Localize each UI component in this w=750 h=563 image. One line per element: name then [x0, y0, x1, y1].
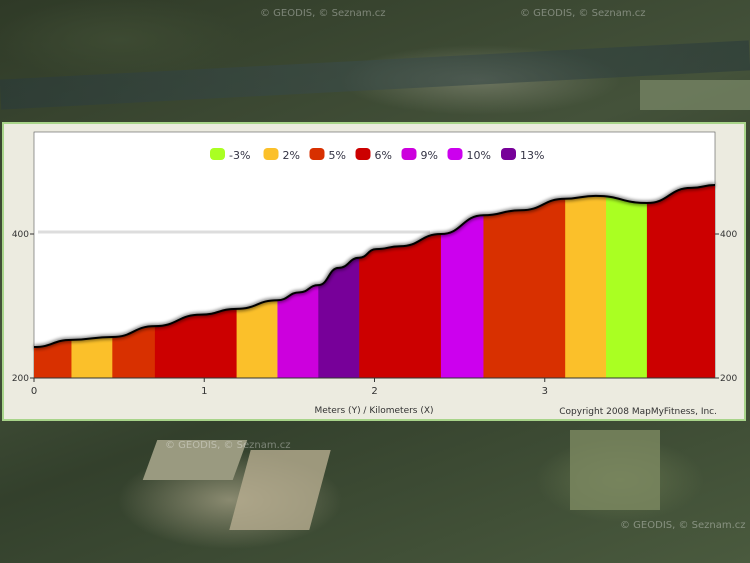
- legend-label: 9%: [421, 149, 438, 162]
- legend-label: 6%: [375, 149, 392, 162]
- legend-label: 2%: [283, 149, 300, 162]
- map-field: [570, 430, 660, 510]
- y-tick-label-right: 200: [720, 374, 737, 384]
- x-tick-label: 0: [31, 386, 37, 397]
- legend-swatch: [355, 148, 371, 160]
- y-tick-label: 400: [12, 230, 29, 240]
- map-watermark: © GEODIS, © Seznam.cz: [260, 8, 386, 19]
- legend-label: 13%: [520, 149, 544, 162]
- legend-swatch: [447, 148, 463, 160]
- legend-swatch: [401, 148, 417, 160]
- legend-swatch: [309, 148, 325, 160]
- profile-line: [33, 184, 716, 349]
- legend-swatch: [501, 148, 516, 160]
- legend-label: -3%: [229, 149, 250, 162]
- legend-label: 5%: [329, 149, 346, 162]
- legend-swatch: [263, 148, 279, 160]
- x-tick-label: 1: [201, 386, 207, 397]
- x-tick-label: 2: [371, 386, 377, 397]
- map-watermark: © GEODIS, © Seznam.cz: [620, 520, 746, 531]
- map-watermark: © GEODIS, © Seznam.cz: [165, 440, 291, 451]
- legend-swatch: [210, 148, 225, 160]
- grade-segment--3%: [606, 185, 648, 378]
- map-field: [640, 80, 750, 110]
- legend-label: 10%: [467, 149, 491, 162]
- y-tick-label: 200: [12, 374, 29, 384]
- grade-segment-2%: [565, 185, 607, 378]
- map-watermark: © GEODIS, © Seznam.cz: [520, 8, 646, 19]
- x-axis-label: Meters (Y) / Kilometers (X): [314, 406, 433, 416]
- grade-segment-6%: [646, 185, 715, 378]
- y-tick-label-right: 400: [720, 230, 737, 240]
- x-tick-label: 3: [542, 386, 548, 397]
- copyright: Copyright 2008 MapMyFitness, Inc.: [559, 407, 717, 417]
- grade-segment-5%: [483, 185, 566, 378]
